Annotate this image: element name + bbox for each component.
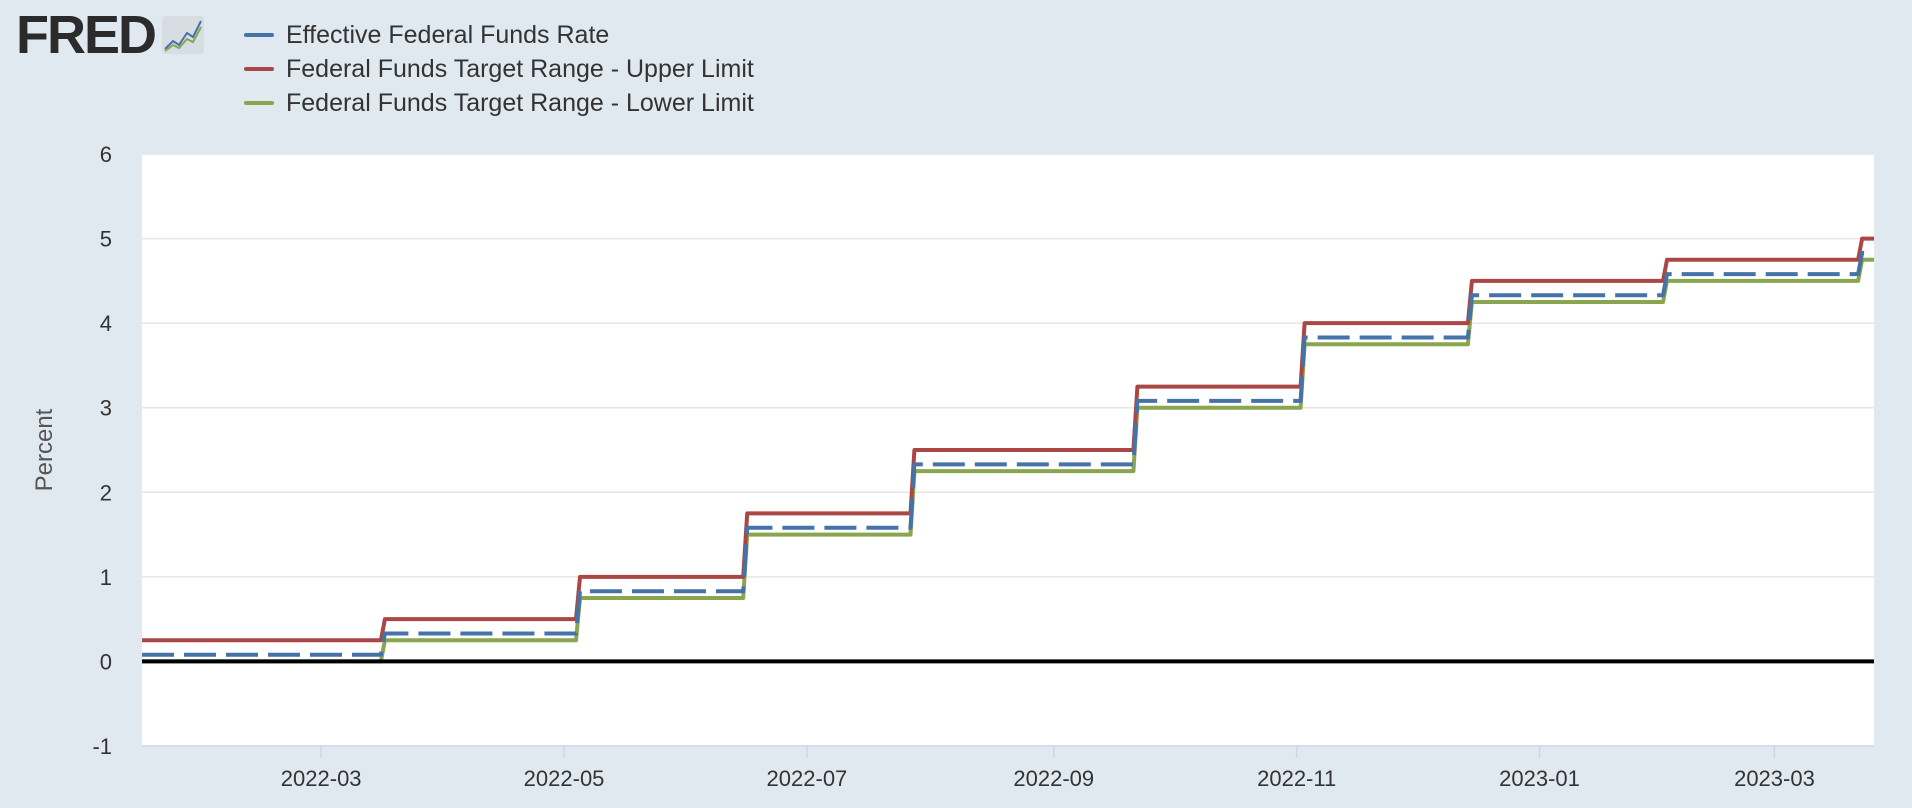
y-tick-label: 1 [100,565,112,590]
line-chart-icon [161,15,205,60]
x-tick-label: 2022-05 [524,766,605,791]
legend-swatch-red [244,67,274,71]
series-line-0 [142,250,1874,657]
legend-item-lower-limit[interactable]: Federal Funds Target Range - Lower Limit [244,86,754,120]
chart-header: FRED Effective Federal Funds Rate Federa… [0,0,1912,130]
x-tick-label: 2022-09 [1013,766,1094,791]
x-tick-label: 2023-01 [1499,766,1580,791]
chart-legend: Effective Federal Funds Rate Federal Fun… [244,18,754,120]
y-axis-title: Percent [31,408,58,491]
logo-text: FRED [16,5,157,65]
y-tick-label: 5 [100,227,112,252]
legend-label: Federal Funds Target Range - Upper Limit [286,54,754,83]
legend-swatch-green [244,101,274,105]
legend-label: Federal Funds Target Range - Lower Limit [286,88,754,117]
y-tick-label: 3 [100,396,112,421]
fred-logo[interactable]: FRED [16,5,205,65]
legend-item-upper-limit[interactable]: Federal Funds Target Range - Upper Limit [244,52,754,86]
legend-swatch-blue [244,33,274,37]
y-tick-label: 6 [100,142,112,167]
x-tick-label: 2023-03 [1734,766,1815,791]
y-tick-label: 0 [100,649,112,674]
y-tick-label: 4 [100,311,112,336]
x-tick-label: 2022-03 [281,766,362,791]
y-tick-label: 2 [100,480,112,505]
legend-item-effective-rate[interactable]: Effective Federal Funds Rate [244,18,754,52]
x-tick-label: 2022-11 [1257,766,1336,791]
x-tick-label: 2022-07 [767,766,848,791]
legend-label: Effective Federal Funds Rate [286,20,610,49]
y-tick-label: -1 [92,734,112,759]
